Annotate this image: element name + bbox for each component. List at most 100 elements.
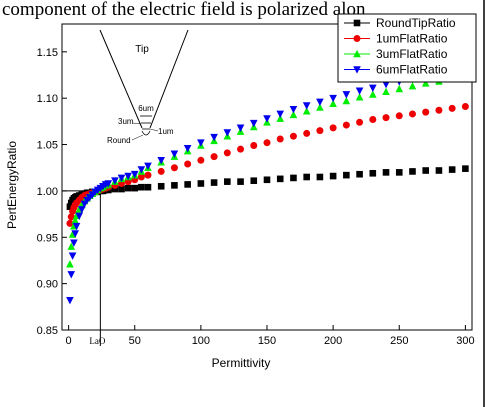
inset-leader-round (131, 134, 144, 141)
data-point (249, 119, 258, 128)
inset-leader-3um (132, 122, 142, 125)
data-point (223, 129, 232, 137)
reference-line-label: LaO (89, 336, 105, 346)
data-point (118, 185, 125, 193)
data-point (67, 213, 75, 221)
data-point (210, 179, 218, 186)
inset-label-3um: 3um (118, 117, 134, 126)
data-point (170, 150, 179, 158)
data-point (157, 167, 165, 175)
data-point (395, 169, 403, 176)
data-point (369, 169, 377, 177)
inset-title: Tip (135, 44, 149, 55)
inset-leader-1um (149, 128, 159, 132)
data-point (461, 103, 469, 111)
data-point (250, 177, 258, 185)
y-tick-label: 1.10 (37, 93, 58, 105)
data-point (236, 124, 245, 132)
data-point (355, 93, 364, 101)
axis-tick-labels: 0 50 100 150 200 250 300 0.85 0.90 0.95 1.00 1.05 1.… (37, 47, 475, 347)
data-point (302, 107, 311, 115)
legend-box (337, 13, 477, 83)
y-tick-label: 1.05 (37, 140, 58, 152)
data-point (144, 162, 152, 170)
series-RoundTipRatio (66, 165, 469, 210)
data-point (369, 116, 377, 124)
data-point (224, 178, 231, 185)
x-tick-label: 50 (129, 335, 141, 347)
data-point (138, 183, 145, 191)
legend-label: 1umFlatRatio (376, 32, 448, 46)
data-point (316, 127, 324, 135)
data-point (289, 106, 298, 114)
data-point (276, 175, 284, 183)
inset-label-1um: 1um (158, 127, 174, 136)
data-point (369, 90, 377, 98)
data-point (316, 173, 324, 181)
data-point (71, 230, 80, 238)
legend-label: 3umFlatRatio (376, 47, 448, 61)
data-point (276, 114, 285, 122)
data-point (329, 124, 337, 132)
data-point (302, 102, 311, 110)
data-point (448, 104, 456, 112)
data-point (111, 177, 119, 185)
data-point (157, 182, 165, 190)
y-tick-label: 1.15 (37, 47, 58, 59)
data-point (111, 185, 119, 193)
data-point (183, 144, 192, 153)
data-point (329, 172, 337, 180)
x-tick-label: 200 (324, 335, 342, 347)
data-point (78, 206, 86, 214)
data-point (382, 80, 390, 89)
data-point (137, 173, 145, 181)
data-point (382, 114, 390, 122)
series-layer (66, 66, 470, 305)
inset-tip-left-edge (99, 29, 143, 129)
data-point (395, 84, 404, 93)
data-point (71, 216, 80, 224)
data-point (355, 87, 364, 95)
data-point (408, 82, 417, 90)
data-point (421, 79, 430, 87)
data-point (210, 133, 218, 142)
data-point (276, 135, 284, 143)
data-point (316, 98, 324, 106)
legend-label: 6umFlatRatio (376, 63, 448, 77)
data-point (144, 183, 152, 191)
data-point (435, 167, 443, 174)
data-point (104, 180, 113, 188)
data-point (422, 167, 430, 174)
data-point (130, 170, 139, 179)
data-point (289, 110, 298, 119)
data-point (448, 166, 456, 173)
data-point (276, 110, 285, 119)
data-point (369, 84, 377, 93)
tip-inset: Tip 6um 3um 1um Round (99, 29, 189, 145)
data-point (144, 171, 152, 179)
data-point (157, 157, 165, 165)
data-point (263, 176, 271, 184)
legend-marker (353, 66, 361, 74)
inset-label-round: Round (107, 136, 131, 145)
data-point (237, 178, 244, 185)
data-point (124, 184, 132, 192)
data-point (342, 91, 351, 99)
legend-marker (353, 19, 361, 27)
data-point (263, 115, 271, 123)
data-point (75, 212, 83, 221)
data-point (197, 180, 205, 187)
y-axis-title: PertEnergyRatio (5, 141, 19, 229)
data-point (342, 96, 351, 105)
data-point (316, 103, 324, 111)
data-point (382, 169, 390, 176)
data-point (343, 171, 350, 179)
legend-marker (353, 49, 361, 58)
data-point (131, 184, 139, 192)
x-tick-label: 300 (456, 335, 474, 347)
header-text: component of the electric field is polar… (2, 0, 366, 20)
y-tick-label: 1.00 (37, 186, 58, 198)
legend-label: RoundTipRatio (376, 16, 456, 30)
